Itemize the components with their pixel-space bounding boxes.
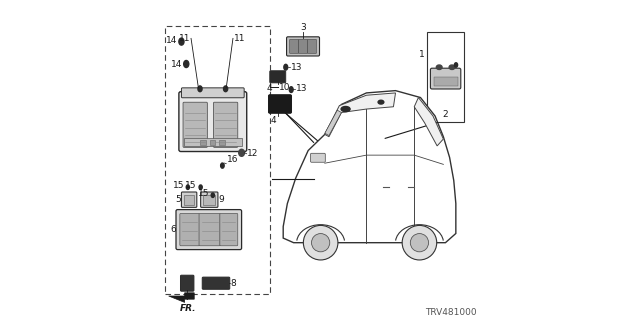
Text: 7: 7	[184, 293, 190, 302]
FancyBboxPatch shape	[269, 95, 292, 113]
Circle shape	[402, 225, 436, 260]
Ellipse shape	[289, 87, 293, 92]
Text: 2: 2	[443, 110, 449, 119]
FancyBboxPatch shape	[270, 71, 285, 83]
Bar	[434, 77, 458, 86]
Text: 4: 4	[267, 84, 273, 93]
Bar	[428, 32, 464, 122]
FancyBboxPatch shape	[298, 39, 307, 53]
Ellipse shape	[186, 185, 189, 189]
Ellipse shape	[378, 100, 384, 104]
FancyBboxPatch shape	[220, 213, 238, 246]
FancyBboxPatch shape	[202, 277, 230, 289]
FancyBboxPatch shape	[214, 102, 238, 148]
Text: 13: 13	[296, 84, 307, 93]
Text: 9: 9	[218, 195, 223, 204]
FancyBboxPatch shape	[287, 37, 319, 56]
Text: 4: 4	[271, 116, 276, 125]
Ellipse shape	[449, 65, 455, 69]
Bar	[165, 26, 271, 294]
Text: 1: 1	[419, 50, 425, 59]
Text: 12: 12	[248, 149, 259, 158]
FancyBboxPatch shape	[182, 192, 197, 207]
Text: 5: 5	[175, 195, 181, 204]
Bar	[184, 195, 195, 205]
FancyBboxPatch shape	[179, 92, 247, 152]
FancyBboxPatch shape	[182, 88, 244, 98]
Ellipse shape	[284, 64, 288, 70]
FancyBboxPatch shape	[199, 213, 220, 246]
Ellipse shape	[184, 60, 189, 68]
Text: 10: 10	[279, 83, 291, 92]
Circle shape	[303, 225, 338, 260]
Text: 14: 14	[166, 36, 178, 44]
FancyBboxPatch shape	[307, 39, 317, 53]
Text: 15: 15	[198, 189, 209, 198]
Text: 15: 15	[173, 181, 184, 190]
Polygon shape	[325, 93, 396, 137]
Bar	[210, 140, 215, 145]
Text: 11: 11	[234, 34, 245, 43]
FancyBboxPatch shape	[310, 153, 325, 162]
Ellipse shape	[454, 63, 458, 67]
Ellipse shape	[223, 86, 228, 92]
FancyBboxPatch shape	[180, 213, 200, 246]
Ellipse shape	[179, 38, 184, 45]
Circle shape	[410, 234, 429, 252]
FancyBboxPatch shape	[176, 210, 242, 250]
FancyBboxPatch shape	[290, 39, 298, 53]
Ellipse shape	[221, 163, 224, 168]
Ellipse shape	[341, 107, 350, 112]
FancyBboxPatch shape	[430, 68, 461, 89]
Bar	[204, 195, 215, 205]
Text: 8: 8	[230, 279, 236, 288]
Text: 3: 3	[300, 23, 306, 32]
Ellipse shape	[436, 65, 442, 69]
Bar	[219, 140, 225, 145]
FancyBboxPatch shape	[183, 102, 207, 148]
Ellipse shape	[211, 193, 214, 197]
Text: 14: 14	[171, 60, 182, 68]
Text: 11: 11	[179, 34, 191, 43]
FancyBboxPatch shape	[180, 275, 194, 291]
Circle shape	[312, 234, 330, 252]
Ellipse shape	[239, 149, 244, 156]
Text: 15: 15	[185, 181, 196, 190]
Text: TRV481000: TRV481000	[425, 308, 477, 317]
Text: 16: 16	[227, 155, 238, 164]
Bar	[184, 139, 242, 147]
FancyBboxPatch shape	[201, 192, 218, 207]
Polygon shape	[169, 293, 195, 302]
Polygon shape	[325, 110, 342, 136]
Text: 6: 6	[170, 225, 176, 234]
Text: 13: 13	[291, 63, 302, 72]
Polygon shape	[414, 98, 444, 146]
Ellipse shape	[199, 185, 202, 189]
Text: FR.: FR.	[180, 304, 196, 313]
Bar	[200, 140, 206, 145]
Polygon shape	[283, 91, 456, 243]
Ellipse shape	[198, 86, 202, 92]
